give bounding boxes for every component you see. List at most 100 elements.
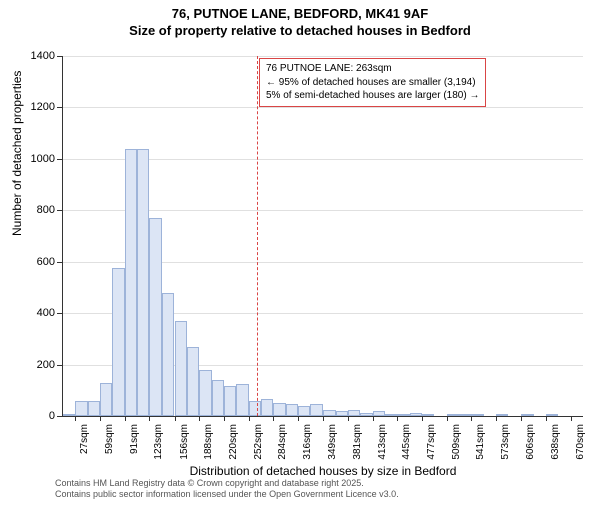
x-tick bbox=[447, 416, 448, 421]
histogram-bar bbox=[546, 414, 558, 416]
x-tick-label: 156sqm bbox=[179, 424, 190, 470]
x-tick bbox=[149, 416, 150, 421]
y-tick-label: 800 bbox=[37, 204, 55, 216]
histogram-bar bbox=[360, 413, 372, 416]
x-tick-label: 413sqm bbox=[377, 424, 388, 470]
histogram-bar bbox=[112, 268, 124, 416]
x-tick bbox=[323, 416, 324, 421]
histogram-bar bbox=[286, 404, 298, 416]
histogram-bar bbox=[373, 411, 385, 416]
annotation-line: 5% of semi-detached houses are larger (1… bbox=[266, 89, 479, 103]
y-tick bbox=[57, 365, 63, 366]
y-tick-label: 200 bbox=[37, 359, 55, 371]
histogram-bar bbox=[63, 414, 75, 416]
y-tick bbox=[57, 313, 63, 314]
footer-line: Contains HM Land Registry data © Crown c… bbox=[55, 478, 399, 489]
x-tick-label: 573sqm bbox=[500, 424, 511, 470]
x-tick bbox=[125, 416, 126, 421]
histogram-bar bbox=[410, 413, 422, 416]
histogram-bar bbox=[149, 218, 161, 416]
footer-attribution: Contains HM Land Registry data © Crown c… bbox=[55, 478, 399, 501]
x-tick-label: 638sqm bbox=[550, 424, 561, 470]
reference-annotation-box: 76 PUTNOE LANE: 263sqm ← 95% of detached… bbox=[259, 58, 486, 107]
x-tick-label: 123sqm bbox=[153, 424, 164, 470]
x-tick bbox=[373, 416, 374, 421]
y-tick bbox=[57, 210, 63, 211]
y-tick-label: 400 bbox=[37, 307, 55, 319]
x-tick-label: 509sqm bbox=[451, 424, 462, 470]
histogram-bar bbox=[212, 380, 224, 416]
histogram-bar bbox=[249, 401, 261, 416]
histogram-bar bbox=[348, 410, 360, 416]
chart-plot-area: 76 PUTNOE LANE: 263sqm ← 95% of detached… bbox=[62, 56, 583, 417]
footer-line: Contains public sector information licen… bbox=[55, 489, 399, 500]
y-tick-label: 600 bbox=[37, 256, 55, 268]
histogram-bar bbox=[471, 414, 483, 416]
x-tick bbox=[224, 416, 225, 421]
x-tick-label: 349sqm bbox=[327, 424, 338, 470]
y-tick-label: 0 bbox=[49, 410, 55, 422]
x-tick bbox=[298, 416, 299, 421]
x-tick bbox=[422, 416, 423, 421]
x-tick-label: 284sqm bbox=[277, 424, 288, 470]
x-tick bbox=[521, 416, 522, 421]
x-tick-label: 252sqm bbox=[253, 424, 264, 470]
chart-title-sub: Size of property relative to detached ho… bbox=[0, 23, 600, 38]
histogram-bar bbox=[323, 410, 335, 416]
x-tick bbox=[397, 416, 398, 421]
histogram-bar bbox=[521, 414, 533, 416]
x-tick bbox=[348, 416, 349, 421]
x-tick bbox=[571, 416, 572, 421]
histogram-bar bbox=[273, 403, 285, 416]
x-tick bbox=[100, 416, 101, 421]
histogram-bar bbox=[187, 347, 199, 416]
x-tick-label: 59sqm bbox=[104, 424, 115, 470]
histogram-bar bbox=[447, 414, 459, 416]
y-tick bbox=[57, 107, 63, 108]
histogram-bar bbox=[224, 386, 236, 416]
histogram-bar bbox=[75, 401, 87, 416]
x-tick-label: 541sqm bbox=[475, 424, 486, 470]
annotation-line: 76 PUTNOE LANE: 263sqm bbox=[266, 62, 479, 76]
y-tick-label: 1400 bbox=[31, 50, 55, 62]
histogram-bar bbox=[236, 384, 248, 416]
x-tick-label: 477sqm bbox=[426, 424, 437, 470]
histogram-bar bbox=[397, 414, 409, 416]
x-tick-label: 27sqm bbox=[79, 424, 90, 470]
x-tick-label: 670sqm bbox=[575, 424, 586, 470]
y-tick bbox=[57, 416, 63, 417]
x-tick bbox=[471, 416, 472, 421]
histogram-bar bbox=[459, 414, 471, 416]
x-tick bbox=[175, 416, 176, 421]
x-tick-label: 445sqm bbox=[401, 424, 412, 470]
reference-line bbox=[257, 56, 258, 416]
chart-title-main: 76, PUTNOE LANE, BEDFORD, MK41 9AF bbox=[0, 6, 600, 21]
histogram-bar bbox=[125, 149, 137, 416]
histogram-bar bbox=[88, 401, 100, 416]
x-tick-label: 220sqm bbox=[228, 424, 239, 470]
x-tick-label: 606sqm bbox=[525, 424, 536, 470]
grid-line bbox=[63, 107, 583, 108]
x-tick bbox=[249, 416, 250, 421]
x-tick-label: 91sqm bbox=[129, 424, 140, 470]
annotation-line: ← 95% of detached houses are smaller (3,… bbox=[266, 76, 479, 90]
x-tick bbox=[75, 416, 76, 421]
x-tick bbox=[546, 416, 547, 421]
histogram-bar bbox=[385, 414, 397, 416]
grid-line bbox=[63, 56, 583, 57]
histogram-bar bbox=[422, 414, 434, 416]
y-tick bbox=[57, 159, 63, 160]
y-tick bbox=[57, 262, 63, 263]
histogram-bar bbox=[496, 414, 508, 416]
y-tick-label: 1000 bbox=[31, 153, 55, 165]
histogram-bar bbox=[336, 411, 348, 416]
x-tick-label: 381sqm bbox=[352, 424, 363, 470]
x-tick-label: 316sqm bbox=[302, 424, 313, 470]
y-tick bbox=[57, 56, 63, 57]
histogram-bar bbox=[137, 149, 149, 416]
histogram-bar bbox=[261, 399, 273, 416]
histogram-bar bbox=[298, 406, 310, 416]
x-tick bbox=[273, 416, 274, 421]
histogram-bar bbox=[162, 293, 174, 416]
histogram-bar bbox=[175, 321, 187, 416]
